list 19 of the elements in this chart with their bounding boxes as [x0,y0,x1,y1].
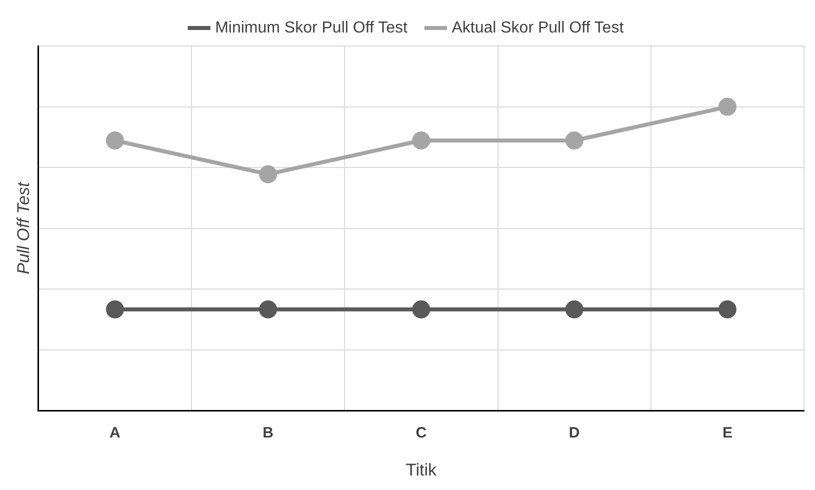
x-tick-label: A [110,424,121,442]
x-axis-title: Titik [406,460,437,480]
legend-label: Aktual Skor Pull Off Test [452,19,624,36]
point [565,131,584,150]
x-tick-label: D [568,424,580,442]
point [106,300,124,318]
point [565,300,584,318]
point [259,165,278,184]
point [106,131,124,150]
point [718,98,736,116]
point [412,300,430,318]
x-tick-label: C [416,424,427,442]
point [412,131,430,150]
point [718,300,736,318]
legend-label: Minimum Skor Pull Off Test [215,19,408,36]
y-axis-title: Pull Off Test [14,181,33,274]
point [259,300,278,318]
x-tick-label: B [262,424,274,442]
x-tick-label: E [722,424,732,442]
